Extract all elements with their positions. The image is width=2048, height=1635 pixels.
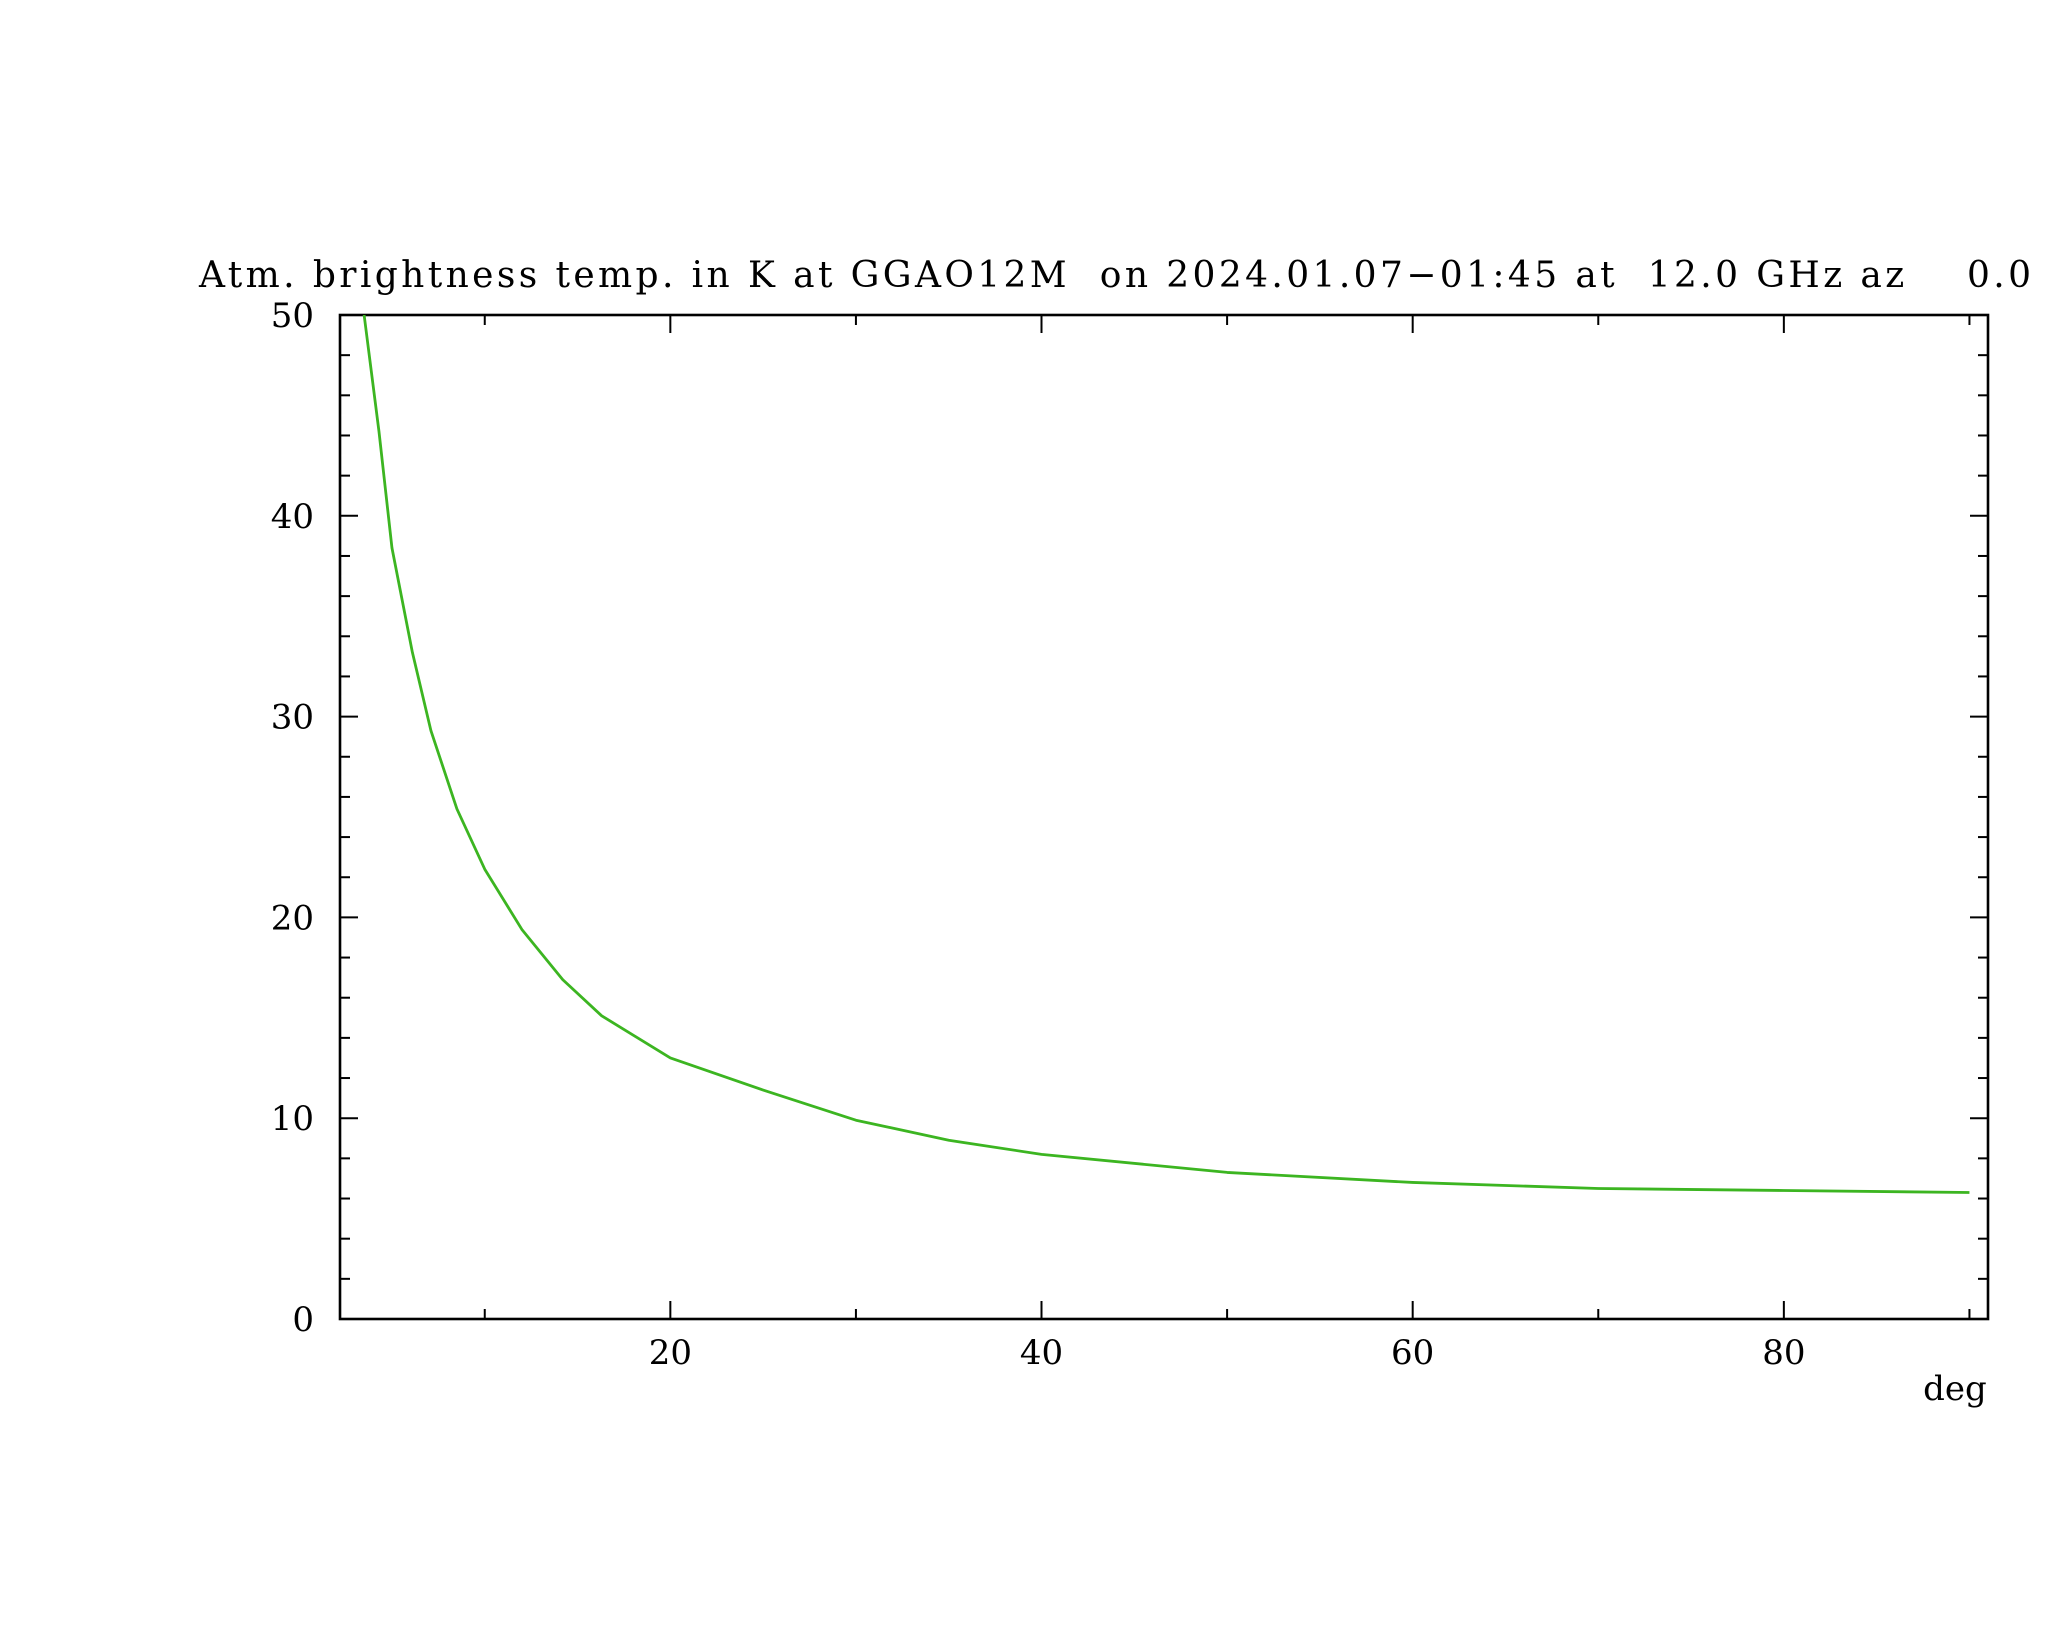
y-tick-label: 40 [271, 497, 314, 537]
y-tick-label: 0 [292, 1300, 314, 1340]
x-tick-label: 80 [1762, 1333, 1805, 1373]
y-tick-label: 30 [271, 698, 314, 738]
x-tick-label: 60 [1391, 1333, 1434, 1373]
y-tick-label: 10 [271, 1099, 314, 1139]
y-tick-label: 50 [271, 296, 314, 336]
plot-frame [338, 313, 1990, 1321]
x-axis-label: deg [1923, 1369, 1987, 1409]
chart-title: Atm. brightness temp. in K at GGAO12M on… [198, 255, 2031, 296]
y-tick-label: 20 [271, 898, 314, 938]
data-line [362, 314, 1970, 1194]
x-tick-label: 20 [649, 1333, 692, 1373]
x-tick-label: 40 [1020, 1333, 1063, 1373]
